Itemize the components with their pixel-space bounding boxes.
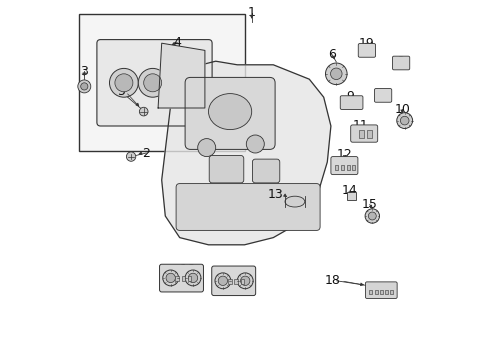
Bar <box>187 276 191 281</box>
Circle shape <box>365 209 379 223</box>
FancyBboxPatch shape <box>211 266 255 296</box>
Text: 12: 12 <box>336 148 352 161</box>
Bar <box>352 165 355 170</box>
Circle shape <box>396 113 412 129</box>
Polygon shape <box>158 43 204 108</box>
FancyBboxPatch shape <box>374 89 391 102</box>
Polygon shape <box>162 61 330 245</box>
Text: 1: 1 <box>247 6 255 19</box>
FancyBboxPatch shape <box>366 130 371 138</box>
Text: 10: 10 <box>393 103 409 116</box>
Text: 17: 17 <box>235 284 251 297</box>
Text: 8: 8 <box>395 55 403 68</box>
Circle shape <box>246 135 264 153</box>
Bar <box>389 290 392 294</box>
Text: 14: 14 <box>342 184 357 197</box>
Bar <box>79 14 244 151</box>
Circle shape <box>139 107 148 116</box>
Ellipse shape <box>208 94 251 130</box>
Bar <box>240 279 244 284</box>
FancyBboxPatch shape <box>340 96 362 109</box>
FancyBboxPatch shape <box>359 130 364 138</box>
Circle shape <box>367 212 375 220</box>
Circle shape <box>325 63 346 85</box>
Text: 15: 15 <box>361 198 377 211</box>
Text: 16: 16 <box>180 263 195 276</box>
FancyBboxPatch shape <box>209 156 244 183</box>
Bar <box>335 165 337 170</box>
Circle shape <box>400 116 408 125</box>
Circle shape <box>126 152 136 161</box>
Text: 6: 6 <box>327 48 335 60</box>
FancyBboxPatch shape <box>358 44 375 57</box>
Text: 9: 9 <box>346 90 353 103</box>
Text: 4: 4 <box>173 36 181 49</box>
Bar <box>346 165 349 170</box>
Text: 19: 19 <box>358 37 373 50</box>
Bar <box>228 279 231 284</box>
Bar <box>340 165 343 170</box>
Circle shape <box>218 276 227 285</box>
FancyBboxPatch shape <box>97 40 212 126</box>
Bar <box>379 290 382 294</box>
Text: 18: 18 <box>325 274 340 287</box>
FancyBboxPatch shape <box>392 56 409 70</box>
Circle shape <box>215 273 230 289</box>
Bar <box>368 290 371 294</box>
Circle shape <box>143 74 162 92</box>
Circle shape <box>240 276 249 285</box>
FancyBboxPatch shape <box>350 125 377 142</box>
FancyBboxPatch shape <box>330 157 357 175</box>
Circle shape <box>163 270 178 286</box>
Circle shape <box>138 68 167 97</box>
Circle shape <box>237 273 253 289</box>
Text: 3: 3 <box>80 65 88 78</box>
Circle shape <box>330 68 342 80</box>
Circle shape <box>115 74 133 92</box>
Circle shape <box>166 273 175 283</box>
Circle shape <box>197 139 215 157</box>
FancyBboxPatch shape <box>252 159 279 183</box>
Text: 5: 5 <box>118 85 125 98</box>
Ellipse shape <box>285 196 304 207</box>
Circle shape <box>78 80 91 93</box>
Bar <box>346 192 355 200</box>
Bar <box>181 276 185 281</box>
Bar <box>234 279 238 284</box>
Circle shape <box>109 68 138 97</box>
Circle shape <box>188 273 197 283</box>
FancyBboxPatch shape <box>365 282 396 298</box>
Circle shape <box>81 83 88 90</box>
FancyBboxPatch shape <box>176 184 320 230</box>
Text: 13: 13 <box>267 188 283 201</box>
FancyBboxPatch shape <box>159 264 203 292</box>
FancyBboxPatch shape <box>185 77 275 149</box>
Bar <box>175 276 179 281</box>
Text: 11: 11 <box>352 119 367 132</box>
Text: 7: 7 <box>374 88 382 101</box>
Text: 2: 2 <box>142 147 149 159</box>
Bar <box>384 290 387 294</box>
Bar <box>374 290 377 294</box>
Circle shape <box>185 270 201 286</box>
